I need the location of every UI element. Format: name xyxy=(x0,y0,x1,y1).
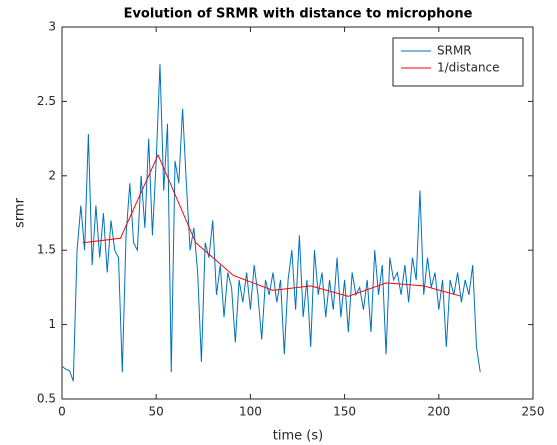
y-tick-label: 1.5 xyxy=(37,243,56,257)
legend-box xyxy=(392,37,524,87)
x-tick-label: 250 xyxy=(522,405,545,419)
legend-label: SRMR xyxy=(437,44,472,58)
plot-area xyxy=(61,26,534,400)
x-tick-label: 0 xyxy=(58,405,66,419)
x-tick-label: 200 xyxy=(427,405,450,419)
y-tick-label: 2 xyxy=(48,168,56,182)
chart-title: Evolution of SRMR with distance to micro… xyxy=(124,7,473,22)
y-tick-label: 1 xyxy=(48,317,56,331)
y-tick-label: 3 xyxy=(48,20,56,34)
y-tick-label: 2.5 xyxy=(37,94,56,108)
x-axis-label: time (s) xyxy=(273,429,323,444)
y-axis-label: srmr xyxy=(13,197,28,228)
x-tick-label: 100 xyxy=(239,405,262,419)
x-tick-label: 150 xyxy=(333,405,356,419)
series-line xyxy=(82,153,462,297)
y-tick-label: 0.5 xyxy=(37,392,56,406)
legend-label: 1/distance xyxy=(437,61,500,75)
x-tick-label: 50 xyxy=(149,405,164,419)
